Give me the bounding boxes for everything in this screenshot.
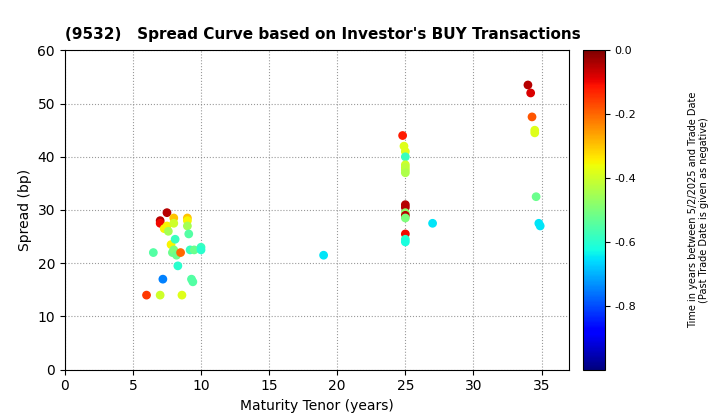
Point [533,220,544,227]
Point [183,231,194,237]
Point [181,217,193,224]
Point [400,164,411,171]
Point [154,292,166,299]
Point [400,201,411,208]
Point [400,161,411,168]
Point [148,249,159,256]
Point [400,212,411,219]
Point [161,223,173,229]
Point [400,209,411,216]
Point [195,244,207,251]
Point [176,292,188,299]
Point [534,223,546,229]
Point [168,247,179,253]
Point [141,292,153,299]
Point [181,223,193,229]
Point [169,236,181,243]
Point [154,220,166,227]
Point [186,276,197,283]
X-axis label: Maturity Tenor (years): Maturity Tenor (years) [240,399,394,413]
Point [400,148,411,155]
Point [171,252,182,259]
Point [529,129,541,136]
Point [157,276,168,283]
Point [172,262,184,269]
Point [166,249,178,256]
Point [187,278,199,285]
Point [529,127,541,134]
Text: (9532)   Spread Curve based on Investor's BUY Transactions: (9532) Spread Curve based on Investor's … [65,27,580,42]
Point [400,169,411,176]
Point [397,132,408,139]
Point [526,113,538,120]
Point [522,81,534,88]
Point [166,241,177,248]
Point [531,193,542,200]
Point [400,239,411,245]
Point [427,220,438,227]
Point [158,225,170,232]
Point [189,247,200,253]
Point [163,228,174,235]
Y-axis label: Spread (bp): Spread (bp) [18,169,32,251]
Point [398,143,410,150]
Text: Time in years between 5/2/2025 and Trade Date
(Past Trade Date is given as negat: Time in years between 5/2/2025 and Trade… [688,92,709,328]
Point [161,209,173,216]
Point [168,215,179,221]
Point [525,89,536,96]
Point [181,215,193,221]
Point [175,249,186,256]
Point [318,252,329,259]
Point [400,231,411,237]
Point [400,204,411,211]
Point [195,247,207,253]
Point [400,167,411,173]
Point [400,236,411,243]
Point [400,215,411,221]
Point [400,153,411,160]
Point [154,217,166,224]
Point [168,220,179,227]
Point [184,247,196,253]
